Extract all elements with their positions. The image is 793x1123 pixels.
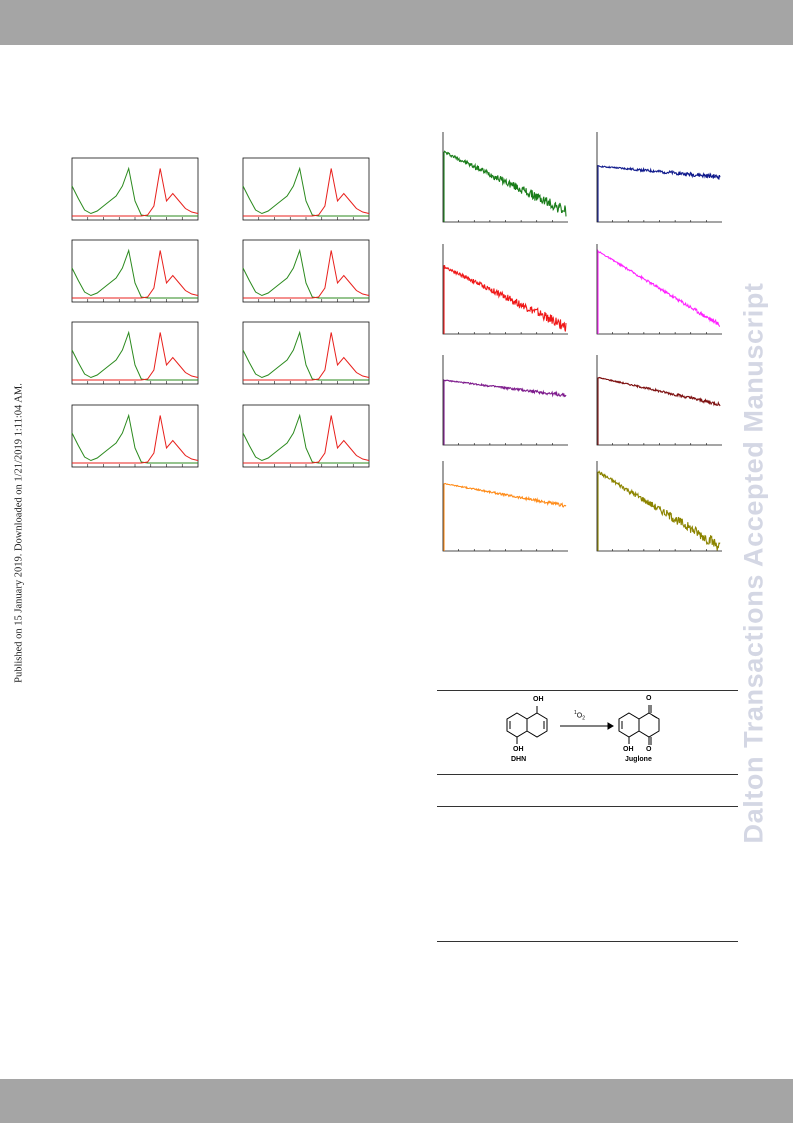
reaction-arrow (560, 722, 614, 730)
absorption-line (71, 330, 198, 381)
spectrum-panel-2 (242, 157, 370, 221)
emission-line (72, 168, 199, 217)
absorption-line (242, 248, 369, 299)
dhn-label: DHN (511, 756, 527, 763)
table-bottom-rule (437, 941, 738, 942)
reagent-subscript: 2 (582, 715, 586, 722)
spectrum-panel-1 (71, 157, 199, 221)
juglone-structure (618, 705, 660, 745)
dhn-oh-top-label: OH (533, 696, 544, 703)
spectrum-panel-frame (71, 404, 199, 468)
spectrum-panel-frame (242, 157, 370, 221)
publication-note-text: Published on 15 January 2019. Downloaded… (13, 382, 25, 683)
decay-axes (442, 244, 568, 335)
spectrum-panel-7 (71, 404, 199, 468)
decay-trace (597, 165, 721, 222)
decay-trace (597, 470, 721, 551)
emission-line (72, 250, 199, 299)
spectrum-panel-3 (71, 239, 199, 303)
juglone-oxo-bottom-label: O (646, 746, 652, 753)
absorption-line (71, 248, 198, 299)
decay-panel-4 (596, 244, 722, 335)
spectrum-panel-frame (242, 321, 370, 385)
emission-line (243, 168, 370, 217)
reagent-superscript: 1 (574, 710, 577, 716)
table-top-rule (437, 690, 738, 691)
table-mid-rule (437, 806, 738, 807)
spectrum-panel-frame (71, 239, 199, 303)
absorption-line (242, 166, 369, 217)
decay-trace (597, 249, 720, 334)
emission-line (243, 415, 370, 464)
decay-trace (443, 150, 567, 222)
decay-panel-3 (442, 244, 568, 335)
decay-axes (596, 461, 722, 552)
absorption-line (242, 413, 369, 464)
decay-trace (443, 264, 567, 334)
footer-band (0, 1079, 793, 1123)
emission-line (243, 332, 370, 381)
decay-panel-1 (442, 132, 568, 223)
singlet-oxygen-label: 1O2 (574, 710, 585, 722)
spectrum-panel-4 (242, 239, 370, 303)
dhn-oh-bottom-label: OH (513, 746, 524, 753)
emission-line (72, 332, 199, 381)
decay-axes (596, 244, 722, 335)
decay-trace (443, 379, 567, 445)
emission-line (72, 415, 199, 464)
spectrum-panel-frame (242, 239, 370, 303)
decay-panel-7 (442, 461, 568, 552)
decay-axes (596, 355, 722, 446)
absorption-line (71, 413, 198, 464)
spectrum-panel-8 (242, 404, 370, 468)
spectrum-panel-frame (71, 157, 199, 221)
juglone-oh-label: OH (623, 746, 634, 753)
decay-trace (443, 482, 567, 551)
decay-panel-6 (596, 355, 722, 446)
decay-axes (596, 132, 722, 223)
juglone-oxo-top-label: O (646, 695, 652, 702)
reaction-scheme (506, 705, 660, 745)
spectrum-panel-6 (242, 321, 370, 385)
dhn-structure (506, 706, 548, 744)
publication-note: Published on 15 January 2019. Downloaded… (13, 380, 25, 685)
decay-axes (442, 132, 568, 223)
absorption-line (242, 330, 369, 381)
header-band (0, 0, 793, 45)
spectrum-panel-frame (71, 321, 199, 385)
juglone-label: Juglone (625, 756, 652, 763)
spectrum-panel-frame (242, 404, 370, 468)
emission-line (243, 250, 370, 299)
decay-panel-2 (596, 132, 722, 223)
decay-axes (442, 461, 568, 552)
reagent-main: O (576, 712, 583, 720)
decay-axes (442, 355, 568, 446)
reaction-scheme-table: OH OH DHN 1O2 O O OH Juglone (437, 690, 738, 945)
watermark-text: Dalton Transactions Accepted Manuscript (738, 281, 769, 844)
table-header-rule (437, 774, 738, 775)
decay-panel-5 (442, 355, 568, 446)
spectrum-panel-5 (71, 321, 199, 385)
decay-panel-8 (596, 461, 722, 552)
absorption-line (71, 166, 198, 217)
decay-trace (597, 376, 721, 445)
